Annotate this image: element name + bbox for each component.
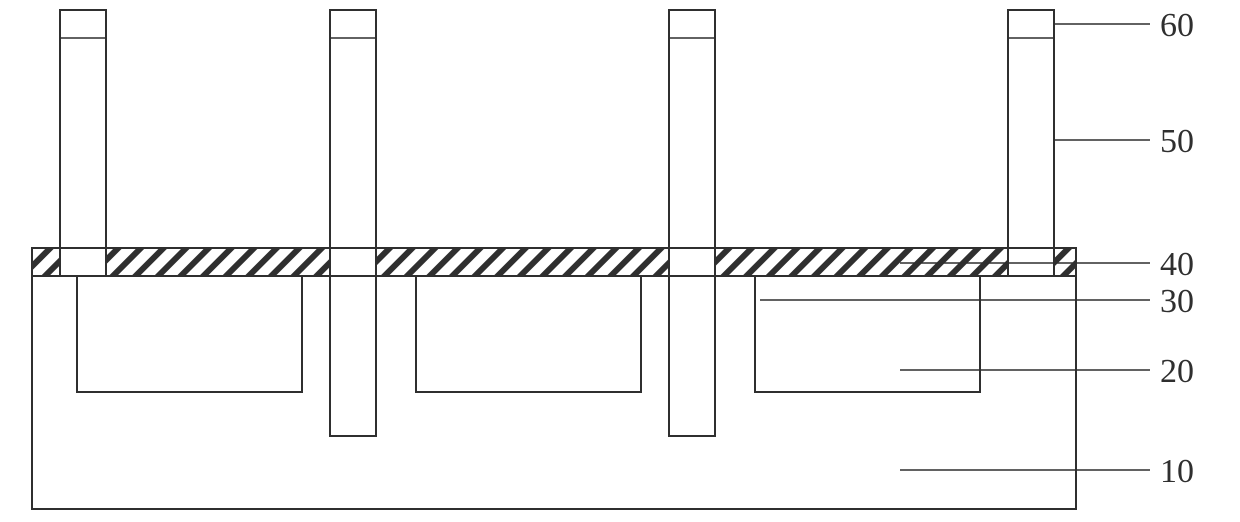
- reference-label: 20: [1160, 353, 1194, 390]
- deep-trench-fill: [330, 276, 376, 436]
- deep-trench-fill: [669, 276, 715, 436]
- reference-label: 50: [1160, 123, 1194, 160]
- trench-hatch-cutout: [670, 248, 714, 276]
- reference-label: 40: [1160, 246, 1194, 283]
- well-region: [755, 276, 980, 392]
- pillar: [669, 10, 715, 248]
- pillar-hatch-cutout: [61, 248, 105, 276]
- reference-label: 60: [1160, 7, 1194, 44]
- hatched-layer: [32, 248, 1076, 276]
- substrate-region: [32, 262, 1076, 509]
- reference-label: 10: [1160, 453, 1194, 490]
- well-region: [416, 276, 641, 392]
- pillar: [330, 10, 376, 248]
- reference-label: 30: [1160, 283, 1194, 320]
- well-region: [77, 276, 302, 392]
- pillar: [60, 10, 106, 248]
- pillar: [1008, 10, 1054, 248]
- trench-hatch-cutout: [331, 248, 375, 276]
- pillar-hatch-cutout: [1009, 248, 1053, 276]
